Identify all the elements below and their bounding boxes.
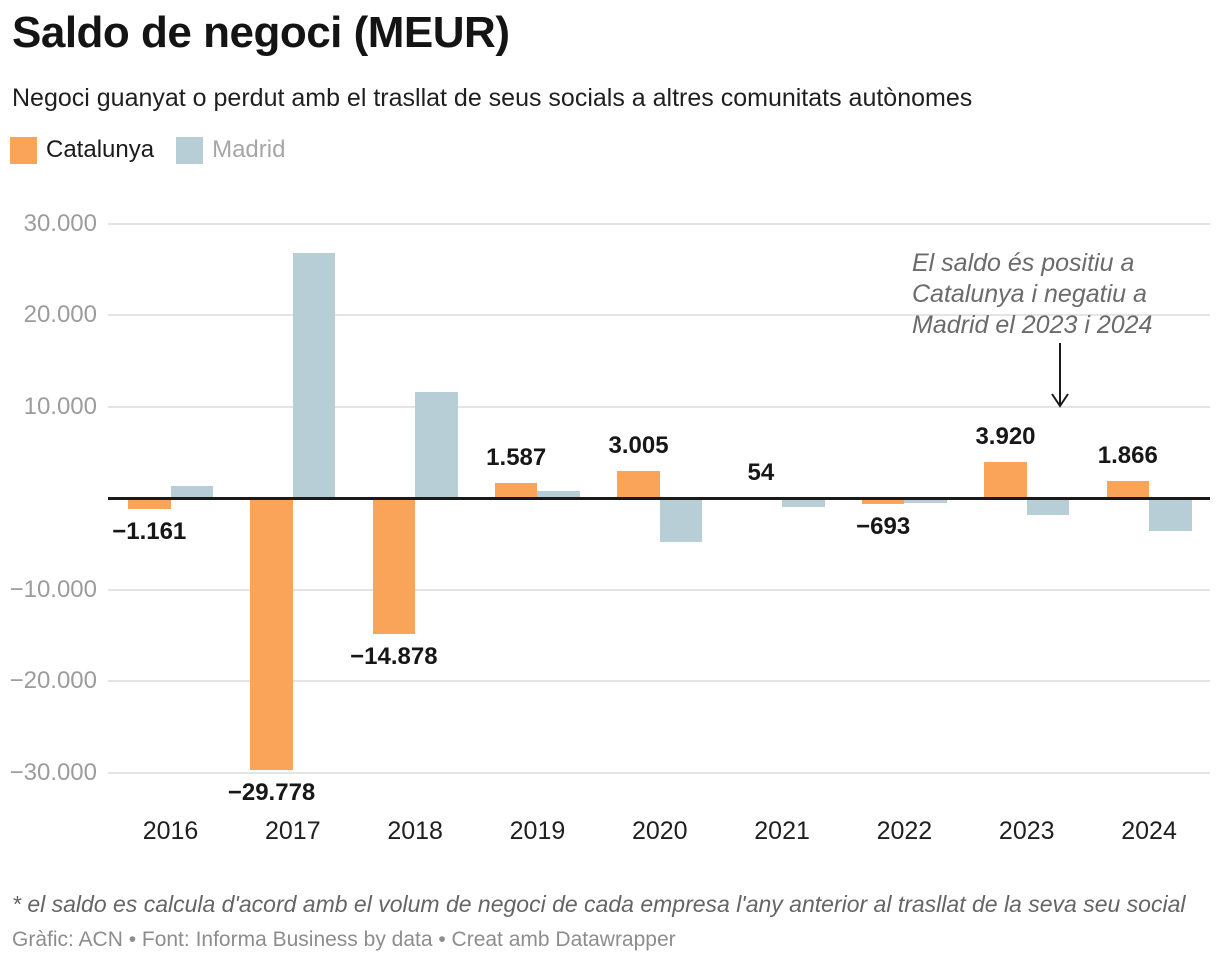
catalunya-swatch-icon (10, 136, 37, 164)
bar-catalunya-2018[interactable] (372, 498, 416, 635)
legend-label-catalunya: Catalunya (46, 136, 155, 163)
y-gridline (108, 314, 1210, 316)
bar-value-label: −14.878 (350, 643, 438, 671)
legend-label-madrid: Madrid (212, 136, 286, 163)
bar-value-label: −1.161 (112, 517, 187, 545)
bar-value-label: −29.778 (227, 779, 316, 807)
page-title: Saldo de negoci (MEUR) (12, 8, 510, 57)
bar-value-label: 54 (747, 458, 775, 486)
y-tick-label: −30.000 (9, 758, 97, 786)
x-tick-label: 2021 (754, 817, 810, 845)
bar-catalunya-2022[interactable] (861, 498, 905, 505)
bar-madrid-2016[interactable] (170, 486, 213, 498)
y-gridline (108, 588, 1210, 591)
y-tick-label: 20.000 (23, 301, 97, 328)
bar-catalunya-2017[interactable] (250, 498, 293, 771)
y-tick-label: 30.000 (23, 209, 97, 237)
x-tick-label: 2016 (142, 817, 199, 845)
y-gridline (108, 405, 1210, 408)
bar-catalunya-2019[interactable] (494, 483, 538, 498)
chart-credits: Gràfic: ACN • Font: Informa Business by … (12, 928, 676, 951)
x-tick-label: 2019 (509, 817, 566, 845)
bar-madrid-2024[interactable] (1149, 498, 1192, 531)
legend-item-madrid[interactable]: Madrid (176, 136, 285, 164)
bar-value-label: 1.866 (1097, 441, 1158, 469)
x-tick-label: 2023 (998, 817, 1055, 845)
bar-madrid-2020[interactable] (659, 498, 703, 542)
bar-madrid-2018[interactable] (415, 391, 458, 498)
legend: Catalunya Madrid (10, 136, 307, 164)
bar-madrid-2019[interactable] (537, 490, 580, 498)
bar-catalunya-2024[interactable] (1106, 480, 1150, 498)
bar-madrid-2022[interactable] (904, 498, 947, 503)
bar-value-label: 1.587 (486, 444, 547, 472)
x-tick-label: 2024 (1121, 817, 1177, 845)
down-arrow-icon (1051, 343, 1069, 408)
bar-value-label: 3.920 (975, 423, 1036, 451)
bar-value-label: −693 (856, 513, 911, 541)
legend-item-catalunya[interactable]: Catalunya (10, 136, 154, 164)
madrid-swatch-icon (176, 136, 204, 164)
chart-annotation: El saldo és positiu a Catalunya i negati… (912, 249, 1153, 339)
x-tick-label: 2017 (265, 817, 321, 845)
bar-catalunya-2016[interactable] (128, 498, 171, 509)
bar-value-label: 3.005 (608, 431, 669, 459)
chart-footnote: * el saldo es calcula d'acord amb el vol… (12, 891, 1186, 917)
bar-madrid-2017[interactable] (292, 252, 336, 498)
bar-catalunya-2023[interactable] (984, 462, 1027, 498)
chart-subtitle: Negoci guanyat o perdut amb el trasllat … (12, 84, 973, 112)
y-gridline (108, 680, 1210, 682)
y-tick-label: −20.000 (9, 667, 97, 694)
bar-catalunya-2020[interactable] (617, 470, 660, 498)
x-axis-line (108, 496, 1210, 500)
bar-madrid-2023[interactable] (1026, 498, 1070, 516)
bar-madrid-2021[interactable] (782, 498, 825, 508)
y-tick-label: −10.000 (9, 575, 97, 603)
y-gridline (108, 771, 1210, 774)
y-gridline (108, 222, 1210, 225)
x-tick-label: 2018 (387, 817, 443, 845)
x-tick-label: 2022 (876, 817, 933, 845)
y-tick-label: 10.000 (23, 392, 97, 420)
x-tick-label: 2020 (631, 817, 688, 845)
